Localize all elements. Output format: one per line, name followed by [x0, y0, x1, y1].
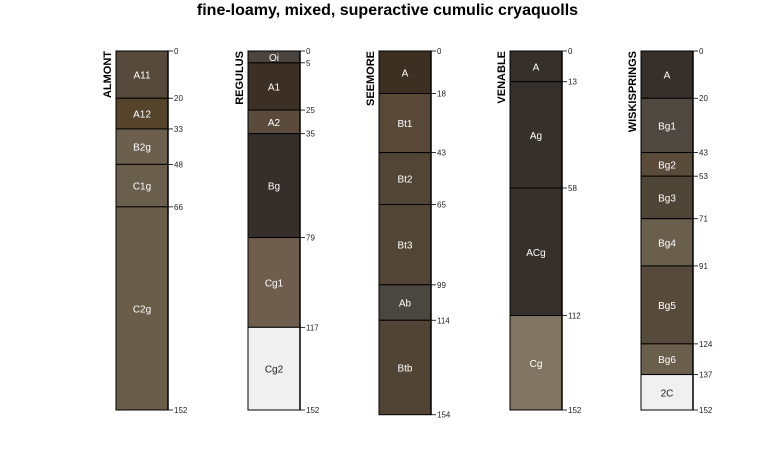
horizon-label: Bg: [268, 182, 280, 193]
depth-tick-label: 117: [306, 323, 319, 332]
horizon: [640, 175, 694, 220]
depth-tick-label: 0: [437, 47, 442, 56]
profile-wiskisprings: WISKISPRINGS A Bg1 Bg2 Bg3 Bg4 Bg5 Bg6 2C 0 20 43 53…: [627, 47, 713, 415]
horizon-label: Bt2: [397, 175, 412, 186]
profile-venable: VENABLE A Ag ACg Cg 0 13 58 112 152: [496, 47, 582, 415]
horizon: [509, 187, 563, 317]
depth-tick-label: 53: [699, 172, 708, 181]
horizon: [640, 50, 694, 99]
horizon: [640, 97, 694, 154]
horizon: [115, 206, 169, 411]
horizon-label: Bg1: [658, 121, 676, 132]
profile-name: VENABLE: [496, 51, 508, 104]
horizon-label: A: [533, 62, 540, 73]
depth-tick-label: 0: [306, 47, 311, 56]
profile-name: WISKISPRINGS: [627, 51, 639, 132]
depth-tick-label: 79: [306, 234, 315, 243]
horizon: [640, 374, 694, 411]
horizon-label: Bg5: [658, 301, 676, 312]
depth-tick-label: 48: [174, 160, 183, 169]
depth-tick-label: 114: [437, 316, 450, 325]
profile-name: SEEMORE: [365, 51, 377, 106]
horizon-label: C1g: [133, 182, 151, 193]
depth-tick-label: 43: [699, 149, 708, 158]
depth-tick-label: 91: [699, 262, 708, 271]
horizon-label: Bg3: [658, 193, 676, 204]
depth-tick-label: 0: [174, 47, 179, 56]
horizon-label: Oi: [269, 53, 279, 64]
depth-tick-label: 152: [306, 406, 320, 415]
depth-tick-label: 99: [437, 281, 446, 290]
depth-tick-label: 65: [437, 201, 446, 210]
depth-tick-label: 154: [437, 411, 451, 420]
horizon-label: 2C: [661, 388, 674, 399]
horizon-label: ACg: [526, 248, 545, 259]
horizon-label: C2g: [133, 304, 151, 315]
depth-tick-label: 124: [699, 340, 713, 349]
horizon-label: A12: [133, 110, 151, 121]
horizon: [247, 133, 301, 239]
depth-tick-label: 43: [437, 149, 446, 158]
horizon-label: A1: [268, 82, 281, 93]
depth-tick-label: 152: [174, 406, 188, 415]
depth-tick-label: 58: [568, 184, 577, 193]
horizon-label: Ag: [530, 131, 542, 142]
depth-tick-label: 66: [174, 203, 183, 212]
horizon: [378, 50, 432, 95]
horizon-label: Cg: [530, 359, 543, 370]
horizon-label: Bt3: [397, 241, 412, 252]
horizon: [247, 237, 301, 328]
horizon: [247, 326, 301, 411]
profile-name: REGULUS: [234, 51, 246, 105]
profile-almont: ALMONT A11 A12 B2g C1g C2g 0 20 33 48 66 152: [102, 47, 188, 415]
horizon-label: A: [402, 68, 409, 79]
depth-tick-label: 18: [437, 90, 446, 99]
depth-tick-label: 25: [306, 106, 315, 115]
profile-seemore: SEEMORE A Bt1 Bt2 Bt3 Ab Btb 0 18 43 65 99 114 154: [365, 47, 451, 420]
horizon: [640, 343, 694, 376]
depth-tick-label: 0: [568, 47, 573, 56]
depth-tick-label: 112: [568, 312, 581, 321]
depth-tick-label: 33: [174, 125, 183, 134]
horizon: [509, 50, 563, 83]
diagram-title: fine-loamy, mixed, superactive cumulic c…: [196, 2, 579, 19]
horizon: [378, 319, 432, 416]
horizon-label: Cg1: [265, 278, 284, 289]
horizon-label: Bg6: [658, 355, 676, 366]
horizon-label: Bg4: [658, 238, 676, 249]
horizon-label: Bt1: [397, 119, 412, 130]
depth-tick-label: 152: [568, 406, 582, 415]
depth-tick-label: 20: [699, 94, 708, 103]
profile-regulus: REGULUS Oi A1 A2 Bg Cg1 Cg2 0 5 25 35 79 117 152: [234, 47, 320, 415]
depth-tick-label: 5: [306, 59, 311, 68]
depth-tick-label: 71: [699, 215, 708, 224]
depth-tick-label: 20: [174, 94, 183, 103]
depth-tick-label: 35: [306, 130, 315, 139]
horizon: [378, 284, 432, 321]
horizon-label: Bg2: [658, 160, 676, 171]
profile-name: ALMONT: [102, 51, 114, 98]
horizon-label: A: [664, 71, 671, 82]
depth-tick-label: 13: [568, 78, 577, 87]
horizon-label: Ab: [399, 299, 412, 310]
horizon-label: A11: [133, 71, 150, 82]
horizon-label: B2g: [133, 143, 151, 154]
depth-tick-label: 152: [699, 406, 713, 415]
depth-tick-label: 0: [699, 47, 704, 56]
horizon-label: A2: [268, 118, 281, 129]
horizon: [247, 62, 301, 111]
horizon-label: Btb: [397, 363, 412, 374]
horizon-label: Cg2: [265, 365, 284, 376]
depth-tick-label: 137: [699, 371, 713, 380]
